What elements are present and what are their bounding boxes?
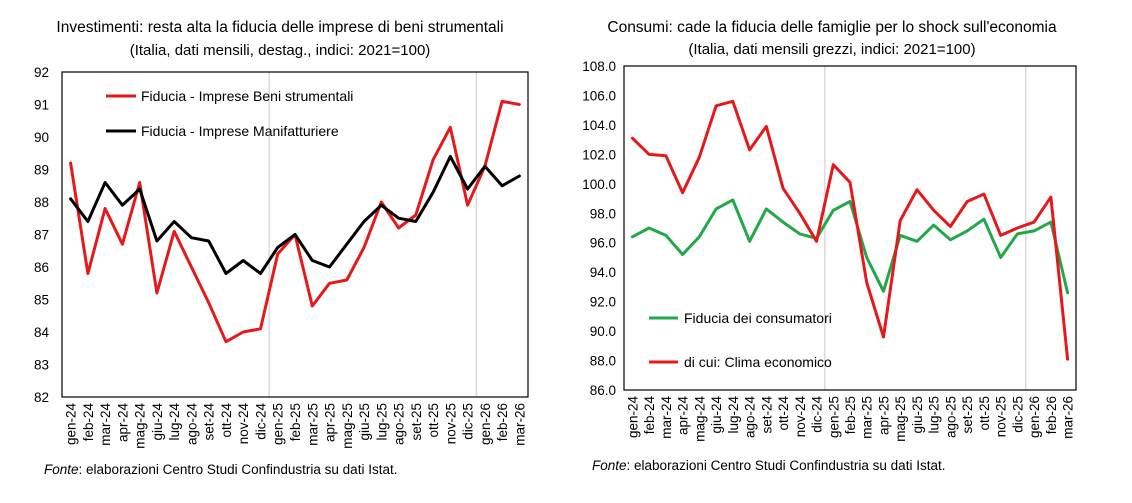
x-tick-label: nov-24	[793, 396, 808, 438]
y-tick-label: 104.0	[582, 118, 616, 133]
legend-label: di cui: Clima economico	[684, 354, 832, 370]
x-tick-label: ago-25	[943, 396, 958, 438]
x-tick-label: giu-25	[357, 403, 372, 441]
y-tick-label: 86	[34, 260, 49, 275]
x-tick-label: set-24	[202, 403, 217, 441]
y-tick-label: 90.0	[590, 324, 616, 339]
x-tick-label: lug-24	[167, 403, 182, 441]
x-tick-label: mar-26	[1061, 396, 1076, 439]
x-tick-label: feb-25	[288, 403, 303, 441]
x-tick-label: lug-25	[927, 396, 942, 434]
x-tick-label: nov-24	[236, 403, 251, 445]
y-tick-label: 87	[34, 228, 49, 243]
y-tick-label: 108.0	[582, 59, 616, 74]
y-tick-label: 102.0	[582, 147, 616, 162]
y-tick-label: 83	[34, 358, 49, 373]
y-tick-label: 85	[34, 293, 49, 308]
x-tick-label: mag-25	[893, 396, 908, 442]
x-tick-label: dic-25	[1010, 396, 1025, 433]
series-line-2	[69, 155, 521, 275]
x-tick-label: giu-25	[910, 396, 925, 434]
y-tick-label: 82	[34, 390, 49, 405]
y-tick-label: 92.0	[590, 295, 616, 310]
x-tick-label: dic-25	[461, 403, 476, 440]
x-tick-label: apr-25	[323, 403, 338, 442]
x-tick-label: gen-26	[1027, 396, 1042, 438]
x-tick-label: ott-24	[219, 403, 234, 438]
y-tick-label: 106.0	[582, 88, 616, 103]
series-line-2	[630, 99, 1070, 361]
right-chart-subtitle: (Italia, dati mensili grezzi, indici: 20…	[688, 41, 975, 58]
x-tick-label: dic-24	[810, 396, 825, 433]
x-tick-label: lug-24	[726, 396, 741, 434]
right-plot-frame	[623, 65, 1077, 391]
legend-label: Fiducia - Imprese Manifatturiere	[141, 123, 339, 139]
x-tick-label: mar-26	[512, 403, 527, 446]
x-tick-label: feb-26	[1044, 396, 1059, 434]
x-tick-label: feb-24	[642, 396, 657, 435]
x-tick-label: mar-24	[659, 396, 674, 439]
x-tick-label: mar-25	[305, 403, 320, 446]
y-tick-label: 98.0	[590, 206, 616, 221]
x-tick-label: apr-24	[676, 396, 691, 436]
x-tick-label: ago-25	[392, 403, 407, 445]
y-tick-label: 88.0	[590, 354, 616, 369]
x-tick-label: set-24	[759, 396, 774, 434]
y-tick-label: 86.0	[590, 383, 616, 398]
x-tick-label: mag-24	[133, 403, 148, 449]
x-tick-label: gen-26	[478, 403, 493, 445]
x-tick-label: set-25	[960, 396, 975, 434]
x-tick-label: mag-25	[340, 403, 355, 449]
x-tick-label: giu-24	[150, 403, 165, 441]
y-tick-label: 92	[34, 65, 49, 80]
y-tick-label: 96.0	[590, 236, 616, 251]
series-line-1	[630, 198, 1070, 295]
y-tick-label: 94.0	[590, 265, 616, 280]
x-tick-label: lug-25	[374, 403, 389, 441]
x-tick-label: dic-24	[253, 403, 268, 440]
x-tick-label: ago-24	[743, 396, 758, 439]
right-source-note: Fonte: elaborazioni Centro Studi Confind…	[592, 458, 946, 473]
x-tick-label: ott-25	[977, 396, 992, 431]
x-tick-label: mag-24	[692, 396, 707, 442]
x-tick-label: nov-25	[443, 403, 458, 444]
x-tick-label: apr-25	[876, 396, 891, 435]
left-chart: Investimenti: resta alta la fiducia dell…	[34, 19, 529, 449]
y-tick-label: 91	[34, 98, 49, 113]
x-tick-label: mar-25	[860, 396, 875, 439]
right-chart-title: Consumi: cade la fiducia delle famiglie …	[607, 19, 1057, 36]
x-tick-label: ago-24	[184, 403, 199, 446]
right-chart: Consumi: cade la fiducia delle famiglie …	[582, 19, 1077, 442]
left-chart-title: Investimenti: resta alta la fiducia dell…	[56, 19, 503, 36]
x-tick-label: feb-25	[843, 396, 858, 434]
x-tick-label: gen-25	[826, 396, 841, 438]
x-tick-label: gen-24	[64, 403, 79, 446]
legend-label: Fiducia - Imprese Beni strumentali	[141, 88, 353, 104]
x-tick-label: nov-25	[994, 396, 1009, 437]
y-tick-label: 84	[34, 325, 50, 340]
y-tick-label: 90	[34, 130, 49, 145]
x-tick-label: gen-25	[271, 403, 286, 445]
left-source-note: Fonte: elaborazioni Centro Studi Confind…	[44, 462, 398, 477]
legend-label: Fiducia dei consumatori	[684, 310, 832, 326]
x-tick-label: gen-24	[625, 396, 640, 439]
left-plot-frame	[61, 71, 529, 398]
x-tick-label: feb-26	[495, 403, 510, 441]
y-tick-label: 89	[34, 163, 49, 178]
y-tick-label: 100.0	[582, 177, 616, 192]
x-tick-label: ott-25	[426, 403, 441, 438]
x-tick-label: giu-24	[709, 396, 724, 434]
x-tick-label: ott-24	[776, 396, 791, 431]
x-tick-label: mar-24	[98, 403, 113, 446]
left-chart-subtitle: (Italia, dati mensili, destag., indici: …	[130, 42, 431, 59]
x-tick-label: apr-24	[115, 403, 130, 443]
x-tick-label: feb-24	[81, 403, 96, 442]
x-tick-label: set-25	[409, 403, 424, 441]
y-tick-label: 88	[34, 195, 49, 210]
